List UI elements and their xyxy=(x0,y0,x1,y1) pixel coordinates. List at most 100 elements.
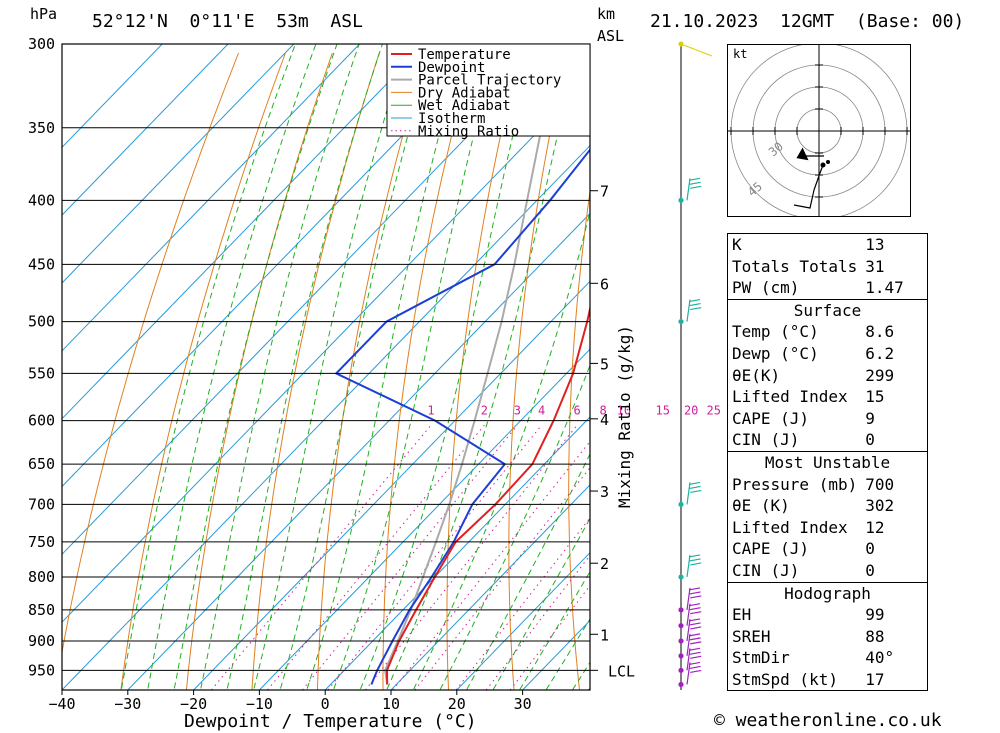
dry-adiabat-line xyxy=(251,52,380,690)
wind-barb-shaft xyxy=(686,662,691,685)
hodograph-panel: 30 45 kt xyxy=(727,44,911,217)
dry-adiabat-line xyxy=(568,187,590,690)
mixing-ratio-label: 15 xyxy=(655,404,669,418)
mixing-ratio-line xyxy=(364,424,578,690)
mu-li-value: 12 xyxy=(865,517,885,537)
mixing-ratio-label: 25 xyxy=(707,404,721,418)
wind-barb xyxy=(686,481,702,505)
hodo-stats-title: Hodograph xyxy=(728,581,927,605)
wind-barb-flag xyxy=(689,181,701,185)
isotherm-line xyxy=(324,416,590,690)
wind-level-marker xyxy=(678,318,684,325)
surface-cin-value: 0 xyxy=(865,430,875,450)
isotherm-line xyxy=(62,44,558,556)
indices-panel: K 13 Totals Totals 31 PW (cm) 1.47 Surface … xyxy=(727,233,928,692)
wind-barb xyxy=(686,298,702,322)
wind-level-marker xyxy=(678,681,684,688)
wind-barb xyxy=(686,633,702,656)
location-title: 52°12'N 0°11'E 53m ASL xyxy=(92,11,363,32)
wind-barb-flag xyxy=(688,603,701,607)
surface-cape-label: CAPE (J) xyxy=(732,408,810,428)
wind-barb-flag xyxy=(690,489,702,493)
pressure-tick-label: 650 xyxy=(28,455,55,473)
mixing-ratio-line xyxy=(327,424,542,690)
dry-adiabat-line xyxy=(446,52,521,690)
wind-barb-flag xyxy=(690,655,702,659)
tt-label: Totals Totals xyxy=(732,256,858,276)
pw-label: PW (cm) xyxy=(732,278,800,298)
wind-barb-shaft xyxy=(686,603,691,626)
wind-level-marker xyxy=(678,197,684,203)
wind-barb-flag xyxy=(690,641,702,645)
wind-barb-shaft xyxy=(686,587,691,610)
pressure-tick-label: 950 xyxy=(28,661,55,679)
storm-motion-arrow xyxy=(796,147,809,161)
height-unit-top: km xyxy=(597,5,616,23)
surface-cape-value: 9 xyxy=(865,408,875,428)
pressure-tick-label: 500 xyxy=(28,313,55,331)
dry-adiabat-line xyxy=(941,53,1000,690)
height-tick-label: 7 xyxy=(600,183,609,201)
mixing-ratio-line xyxy=(485,554,590,690)
wind-barb-flag xyxy=(690,611,702,615)
dry-adiabat-line xyxy=(120,52,286,690)
legend-label: Parcel Trajectory xyxy=(418,73,561,89)
dry-adiabat-line xyxy=(317,52,427,690)
dry-adiabat-line xyxy=(62,52,239,655)
isotherm-line xyxy=(62,44,360,352)
wind-barb-flag xyxy=(688,661,701,666)
legend-label: Mixing Ratio xyxy=(418,124,519,140)
wind-barb xyxy=(686,603,702,626)
surface-dewp-value: 6.2 xyxy=(865,343,895,363)
mixing-ratio-axis-title: Mixing Ratio (g/kg) xyxy=(615,325,634,508)
pressure-tick-label: 900 xyxy=(28,632,55,650)
wind-barb xyxy=(686,587,702,610)
pressure-tick-label: 300 xyxy=(28,35,55,53)
mixing-ratio-label: 1 xyxy=(427,404,434,418)
tt-value: 31 xyxy=(865,256,885,276)
surface-li-value: 15 xyxy=(865,387,885,407)
legend-label: Dry Adiabat xyxy=(418,85,511,101)
pressure-tick-label: 850 xyxy=(28,601,55,619)
wind-level-marker xyxy=(678,574,684,580)
eh-label: EH xyxy=(732,605,752,625)
isotherm-line xyxy=(62,44,426,420)
pressure-tick-label: 450 xyxy=(28,255,55,273)
mixing-ratio-line xyxy=(301,424,518,690)
k-row: K 13 xyxy=(728,234,927,256)
wind-column xyxy=(678,41,713,690)
stmdir-label: StmDir xyxy=(732,648,790,668)
wind-barb-flag xyxy=(688,587,701,591)
temp-tick-label: −30 xyxy=(114,695,141,713)
surface-li-label: Lifted Index xyxy=(732,387,848,407)
mu-pressure-value: 700 xyxy=(865,474,895,494)
surface-dewp-label: Dewp (°C) xyxy=(732,343,819,363)
pressure-tick-label: 750 xyxy=(28,533,55,551)
wet-adiabat-line xyxy=(147,44,317,690)
pressure-axis: 300 350 400 450 500 550 600 650 700 750 800 850 900 9… xyxy=(28,35,55,679)
wind-level-marker xyxy=(678,623,684,629)
wind-barb-flag xyxy=(689,651,701,655)
mixing-ratio-label: 3 xyxy=(514,404,521,418)
surface-title: Surface xyxy=(728,298,927,322)
dry-adiabat-line xyxy=(185,52,333,690)
isotherm-line xyxy=(193,280,590,690)
height-tick-label: 5 xyxy=(600,355,609,373)
wind-barb-flag xyxy=(689,558,701,562)
pressure-unit-label: hPa xyxy=(30,5,58,23)
wet-adiabat-line xyxy=(199,44,360,690)
copyright-link[interactable]: © weatheronline.co.uk xyxy=(714,710,942,731)
wet-adiabat-line xyxy=(253,44,408,690)
wind-barb xyxy=(686,661,702,685)
wind-barb xyxy=(686,554,702,578)
isotherm-line xyxy=(62,44,492,488)
dry-adiabat-line xyxy=(508,52,568,690)
isotherm-line xyxy=(62,44,163,149)
datetime-title: 21.10.2023 12GMT (Base: 00) xyxy=(650,11,965,32)
surface-thetae-value: 299 xyxy=(865,365,895,385)
temperature-axis: −40 −30 −20 −10 0 10 20 30 xyxy=(48,690,532,713)
wind-barb xyxy=(686,177,702,201)
wind-barb-flag xyxy=(689,637,701,641)
wind-barb-flag xyxy=(688,554,701,558)
